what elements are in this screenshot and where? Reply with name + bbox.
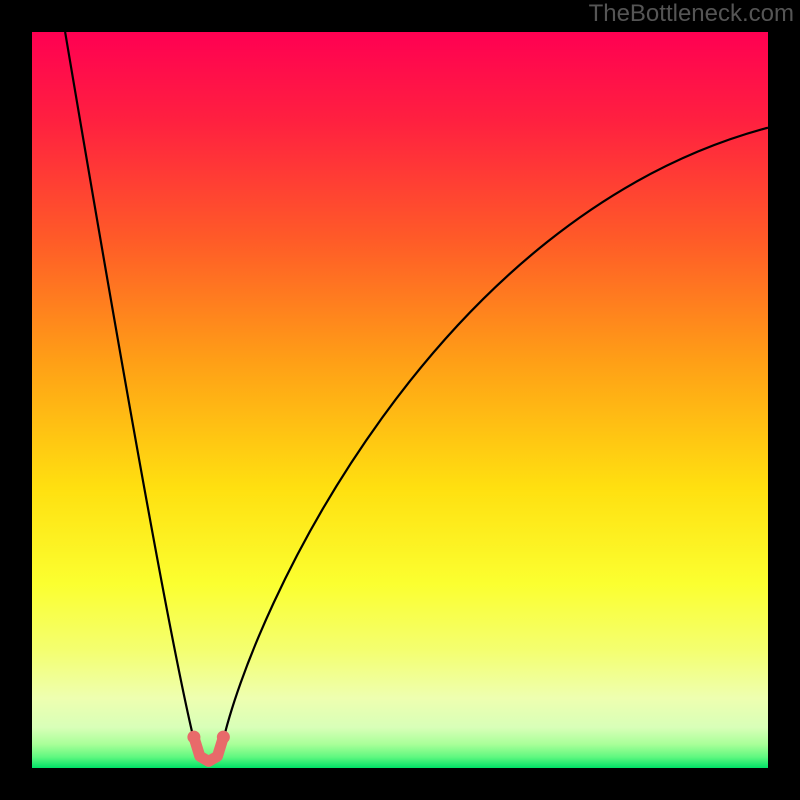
dip-marker-end-dot xyxy=(187,731,200,744)
plot-svg xyxy=(32,32,768,768)
plot-background xyxy=(32,32,768,768)
chart-root: TheBottleneck.com xyxy=(0,0,800,800)
plot-area xyxy=(32,32,768,768)
dip-marker-end-dot xyxy=(217,731,230,744)
watermark-text: TheBottleneck.com xyxy=(589,0,794,28)
